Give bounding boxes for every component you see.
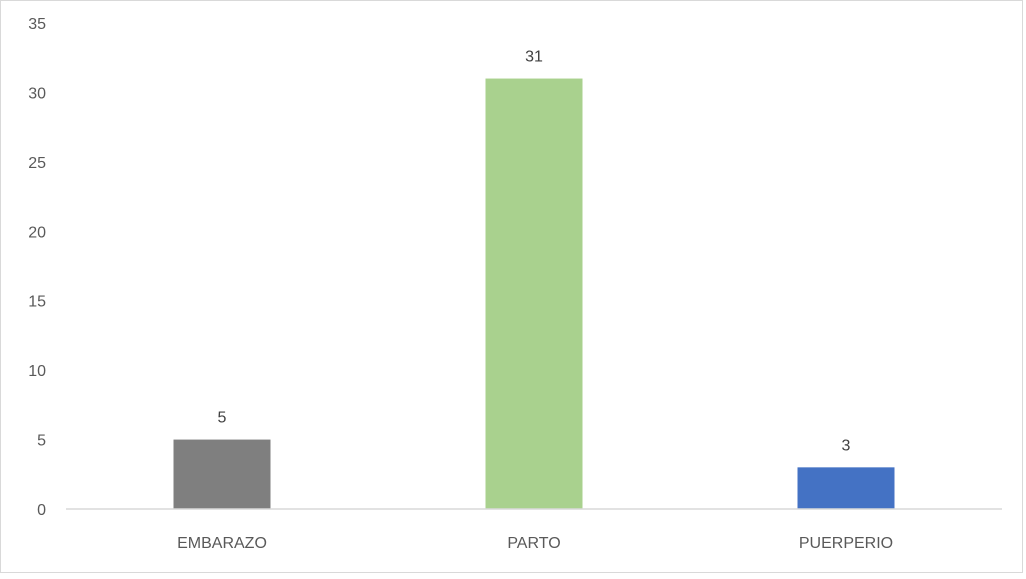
x-axis-category-labels: EMBARAZO PARTO PUERPERIO [177,535,893,552]
x-category-label: EMBARAZO [177,535,267,552]
bar-puerperio [797,467,895,509]
y-tick-label: 35 [28,16,46,33]
bars [173,78,895,510]
x-category-label: PARTO [507,535,560,552]
data-label-parto: 31 [525,49,543,66]
data-label-embarazo: 5 [218,410,227,427]
y-tick-label: 15 [28,294,46,311]
y-tick-label: 30 [28,85,46,102]
bar-parto [485,78,583,510]
y-tick-label: 5 [37,433,46,450]
y-axis-ticks: 0 5 10 15 20 25 30 35 [28,16,46,519]
data-labels: 5 31 3 [218,49,851,455]
x-category-label: PUERPERIO [799,535,893,552]
y-tick-label: 0 [37,502,46,519]
y-tick-label: 25 [28,155,46,172]
data-label-puerperio: 3 [842,437,851,454]
y-tick-label: 20 [28,224,46,241]
bar-embarazo [173,439,271,509]
y-tick-label: 10 [28,363,46,380]
